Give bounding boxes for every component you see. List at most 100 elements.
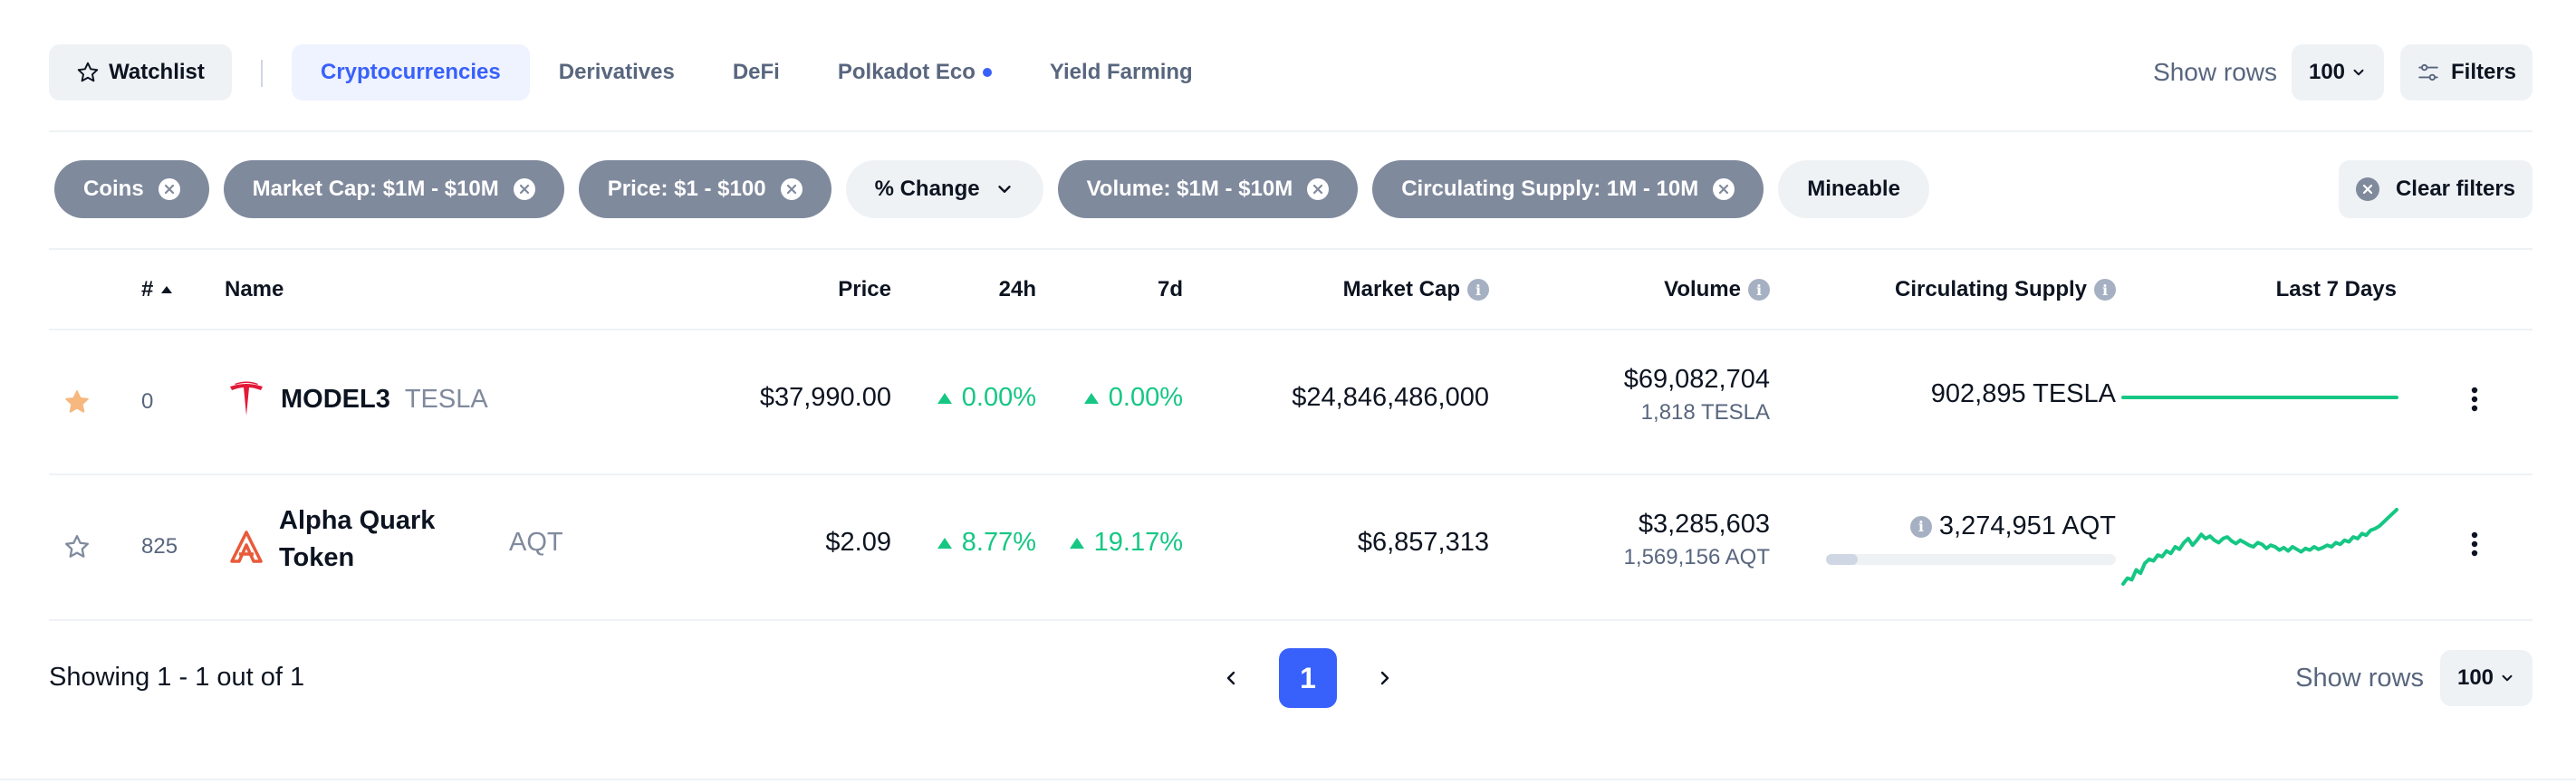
divider — [49, 329, 2533, 330]
toolbar-right: Show rows 100 Filters — [2153, 44, 2533, 100]
header-circulating-supply[interactable]: Circulating Supply i — [1895, 250, 2116, 330]
next-page-button[interactable] — [1368, 662, 1400, 694]
filter-chip-coins[interactable]: Coins — [54, 160, 209, 218]
rows-value: 100 — [2456, 665, 2494, 690]
coin-name-cell[interactable]: Alpha Quark Token — [279, 502, 435, 576]
info-icon[interactable]: i — [1748, 279, 1770, 301]
header-price[interactable]: Price — [838, 250, 891, 330]
star-outline-icon — [77, 62, 99, 82]
header-label: 7d — [1157, 277, 1183, 301]
tab-label: Polkadot Eco — [837, 60, 976, 84]
chevron-left-icon — [1226, 671, 1235, 685]
market-cap-cell: $24,846,486,000 — [1292, 383, 1489, 412]
divider — [49, 248, 2533, 250]
caret-up-icon — [1083, 392, 1099, 404]
coin-name-line2: Token — [279, 542, 355, 572]
new-dot-icon — [982, 68, 992, 77]
volume-usd[interactable]: $3,285,603 — [1638, 510, 1770, 539]
rows-per-page-select[interactable]: 100 — [2292, 44, 2384, 100]
header-rank[interactable]: # — [141, 250, 173, 330]
volume-coin: 1,818 TESLA — [1640, 400, 1770, 425]
filter-chip-volume[interactable]: Volume: $1M - $10M — [1057, 160, 1359, 218]
more-options-icon[interactable] — [2456, 381, 2493, 417]
watchlist-button[interactable]: Watchlist — [49, 44, 232, 100]
coin-name-cell[interactable]: MODEL3 TESLA — [226, 379, 488, 419]
tab-defi[interactable]: DeFi — [704, 44, 809, 100]
clear-filters-button[interactable]: Clear filters — [2339, 160, 2533, 218]
supply-cell: 902,895 TESLA — [1931, 379, 2116, 409]
header-volume[interactable]: Volume i — [1664, 250, 1770, 330]
table-row[interactable]: 825 Alpha Quark Token AQT $2.09 8.77% 19… — [49, 475, 2533, 618]
filters-button[interactable]: Filters — [2400, 44, 2533, 100]
tab-label: Yield Farming — [1049, 60, 1193, 84]
change-7d-value: 19.17% — [1093, 528, 1183, 557]
header-last-7-days: Last 7 Days — [2276, 250, 2397, 330]
volume-usd[interactable]: $69,082,704 — [1623, 365, 1770, 394]
divider — [49, 130, 2533, 132]
coin-name-line1: Alpha Quark — [279, 506, 436, 535]
filters-label: Filters — [2450, 60, 2517, 84]
prev-page-button[interactable] — [1216, 662, 1248, 694]
supply-progress-bar — [1826, 554, 2116, 565]
header-24h[interactable]: 24h — [999, 250, 1036, 330]
change-7d-value: 0.00% — [1108, 383, 1183, 412]
close-icon[interactable] — [780, 178, 803, 200]
active-filter-chips: Coins Market Cap: $1M - $10M Price: $1 -… — [54, 160, 1929, 218]
filter-chip-circulating-supply[interactable]: Circulating Supply: 1M - 10M — [1372, 160, 1764, 218]
header-7d[interactable]: 7d — [1158, 250, 1183, 330]
volume-coin: 1,569,156 AQT — [1623, 545, 1770, 569]
show-rows-label: Show rows — [2153, 58, 2277, 86]
tab-polkadot-eco[interactable]: Polkadot Eco — [809, 44, 1021, 100]
info-icon[interactable]: i — [1909, 515, 1932, 538]
filter-chip-price[interactable]: Price: $1 - $100 — [578, 160, 831, 218]
footer-rows-control: Show rows 100 — [2295, 648, 2533, 708]
chip-label: Mineable — [1807, 177, 1900, 201]
close-icon[interactable] — [513, 178, 535, 200]
close-icon[interactable] — [1713, 178, 1735, 200]
info-icon[interactable]: i — [2094, 279, 2116, 301]
table-header: # Name Price 24h 7d Market Cap i Volume … — [49, 250, 2533, 330]
header-label: Last 7 Days — [2275, 277, 2397, 301]
more-options-icon[interactable] — [2456, 526, 2493, 562]
pagination: 1 — [1216, 648, 1400, 708]
price-cell: $2.09 — [825, 528, 891, 557]
tab-label: DeFi — [732, 60, 780, 84]
filter-chip-percent-change[interactable]: % Change — [845, 160, 1043, 218]
clear-filters-label: Clear filters — [2395, 177, 2516, 201]
header-market-cap[interactable]: Market Cap i — [1343, 250, 1489, 330]
tab-derivatives[interactable]: Derivatives — [530, 44, 704, 100]
filter-chip-market-cap[interactable]: Market Cap: $1M - $10M — [223, 160, 564, 218]
sparkline-chart — [2121, 396, 2398, 399]
table-row[interactable]: 0 MODEL3 TESLA $37,990.00 0.00% 0.00% $2… — [49, 330, 2533, 473]
price-cell: $37,990.00 — [759, 383, 891, 412]
tab-yield-farming[interactable]: Yield Farming — [1021, 44, 1222, 100]
header-label: # — [141, 277, 154, 301]
coin-logo-cell — [226, 527, 266, 567]
caret-up-icon — [1069, 537, 1084, 549]
watchlist-star-icon[interactable] — [63, 388, 91, 416]
supply-value: i 3,274,951 AQT — [1909, 512, 2116, 541]
page-button[interactable]: 1 — [1279, 648, 1337, 708]
tab-cryptocurrencies[interactable]: Cryptocurrencies — [292, 44, 530, 100]
filter-chip-mineable[interactable]: Mineable — [1778, 160, 1929, 218]
watchlist-star-icon[interactable] — [63, 533, 91, 560]
rows-per-page-select[interactable]: 100 — [2440, 650, 2533, 706]
info-icon[interactable]: i — [1467, 279, 1489, 301]
close-circle-icon — [2355, 177, 2379, 201]
header-name[interactable]: Name — [225, 250, 284, 330]
header-label: 24h — [998, 277, 1036, 301]
header-label: Market Cap — [1342, 277, 1460, 301]
divider — [49, 619, 2533, 621]
close-icon[interactable] — [158, 178, 180, 200]
volume-cell: $3,285,603 1,569,156 AQT — [1624, 510, 1770, 570]
chevron-down-icon — [2502, 674, 2513, 682]
sparkline-line — [2121, 508, 2398, 586]
close-icon[interactable] — [1307, 178, 1330, 200]
watchlist-label: Watchlist — [109, 60, 205, 84]
volume-cell: $69,082,704 1,818 TESLA — [1624, 365, 1770, 425]
rank-cell: 0 — [141, 389, 154, 414]
rank-cell: 825 — [141, 534, 178, 559]
coin-symbol: TESLA — [404, 384, 488, 414]
supply-cell: i 3,274,951 AQT — [1826, 512, 2116, 565]
tab-label: Derivatives — [558, 60, 675, 84]
